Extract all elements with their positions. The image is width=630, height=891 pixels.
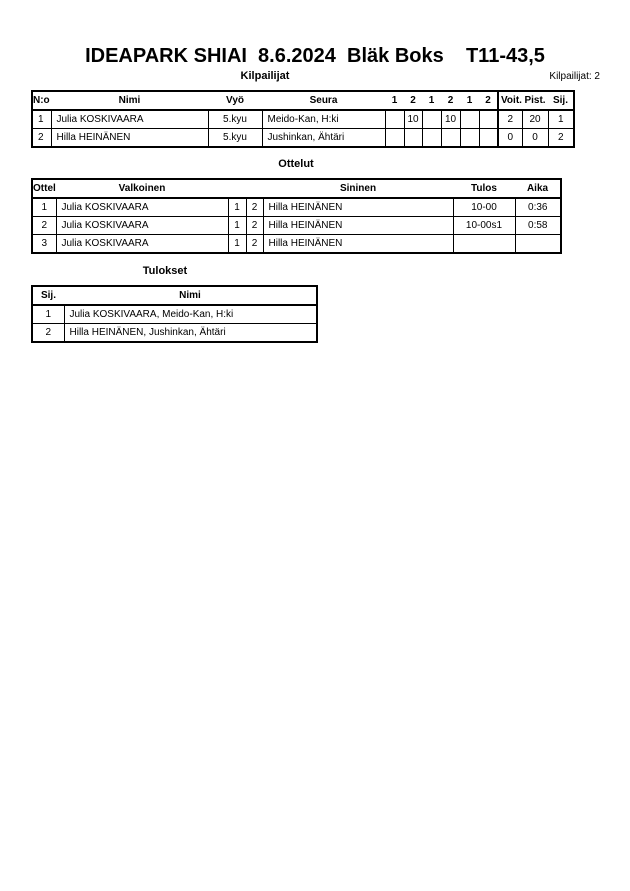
matches-column-header: Sininen xyxy=(263,179,453,199)
table-row: 1 Julia KOSKIVAARA, Meido-Kan, H:ki xyxy=(31,304,318,324)
matches-cell: Hilla HEINÄNEN xyxy=(262,216,454,235)
competitors-cell xyxy=(459,109,480,129)
table-row: 2 Julia KOSKIVAARA 1 2 Hilla HEINÄNEN 10-00s1… xyxy=(31,216,562,235)
competitors-column-header: Voit. xyxy=(497,91,522,111)
competitors-cell: Meido-Kan, H:ki xyxy=(261,109,386,129)
table-row: 1 Julia KOSKIVAARA 1 2 Hilla HEINÄNEN 10-00 0:… xyxy=(31,197,562,217)
competitors-cell: 0 xyxy=(497,128,523,148)
matches-cell: 1 xyxy=(31,197,57,217)
matches-column-header: Ottelu xyxy=(32,179,56,199)
competitors-cell: 10 xyxy=(440,109,461,129)
matches-cell: 1 xyxy=(227,216,247,235)
competitors-cell: 10 xyxy=(403,109,423,129)
matches-table: OtteluValkoinenSininenTulosAika1Julia KO… xyxy=(31,178,562,254)
table-row: 1 Julia KOSKIVAARA 5.kyu Meido-Kan, H:ki 10 1… xyxy=(31,109,575,129)
matches-column-header: Aika xyxy=(515,179,561,199)
matches-cell: 3 xyxy=(31,234,57,254)
competitors-column-header: 2 xyxy=(404,91,422,111)
competitors-cell xyxy=(384,128,405,148)
table-row: 2 Hilla HEINÄNEN, Jushinkan, Ähtäri xyxy=(31,323,318,343)
competitor-count: Kilpailijat: 2 xyxy=(549,71,600,82)
competitors-cell: Jushinkan, Ähtäri xyxy=(261,128,386,148)
matches-cell: 2 xyxy=(31,216,57,235)
table-row: 2 Hilla HEINÄNEN 5.kyu Jushinkan, Ähtäri 0 0 2 xyxy=(31,128,575,148)
competitors-cell xyxy=(478,128,499,148)
competitors-cell xyxy=(384,109,405,129)
matches-column-header xyxy=(228,179,246,199)
matches-cell xyxy=(452,234,516,254)
page-title: IDEAPARK SHIAI 8.6.2024 Bläk Boks T11-43… xyxy=(85,45,545,67)
competitors-column-header: Seura xyxy=(262,91,385,111)
matches-cell: 1 xyxy=(227,234,247,254)
results-cell: 2 xyxy=(31,323,65,343)
matches-cell: 2 xyxy=(245,234,264,254)
matches-cell: 10-00 xyxy=(452,197,516,217)
matches-cell: 0:58 xyxy=(514,216,562,235)
matches-cell: Julia KOSKIVAARA xyxy=(55,234,229,254)
competitors-column-header: N:o xyxy=(32,91,51,111)
matches-cell: Julia KOSKIVAARA xyxy=(55,197,229,217)
competitors-cell xyxy=(421,109,442,129)
competitors-cell: 1 xyxy=(31,109,52,129)
competitors-cell: 5.kyu xyxy=(207,109,263,129)
competitors-column-header: 2 xyxy=(479,91,498,111)
matches-cell xyxy=(514,234,562,254)
competitors-column-header: Sij. xyxy=(548,91,574,111)
matches-cell: Hilla HEINÄNEN xyxy=(262,234,454,254)
competitors-column-header: 1 xyxy=(460,91,479,111)
table-row: 3 Julia KOSKIVAARA 1 2 Hilla HEINÄNEN xyxy=(31,234,562,254)
results-cell: 1 xyxy=(31,304,65,324)
competitors-cell: 5.kyu xyxy=(207,128,263,148)
competitors-table: N:o Nimi Vyö Seura 1 2 1 2 1 2 Voit. Pist. Sij. 1 Juli… xyxy=(31,90,575,148)
competitors-column-header: 2 xyxy=(441,91,460,111)
results-column-header: Sij. xyxy=(32,286,64,306)
competitors-cell: 2 xyxy=(497,109,523,129)
competitors-heading: Kilpailijat xyxy=(240,70,290,82)
competitors-cell xyxy=(440,128,461,148)
competitors-cell: 20 xyxy=(521,109,549,129)
results-table: Sij. Nimi 1 Julia KOSKIVAARA, Meido-Kan, H:… xyxy=(31,285,318,343)
matches-column-header: Tulos xyxy=(453,179,515,199)
competitors-cell: 1 xyxy=(547,109,575,129)
competitors-cell xyxy=(478,109,499,129)
competitors-cell: 0 xyxy=(521,128,549,148)
competitors-column-header: Vyö xyxy=(208,91,262,111)
results-column-header: Nimi xyxy=(64,286,317,306)
matches-cell: 2 xyxy=(245,216,264,235)
competitors-header-row: N:o Nimi Vyö Seura 1 2 1 2 1 2 Voit. Pist. Sij. xyxy=(32,91,574,111)
matches-column-header xyxy=(246,179,263,199)
results-cell: Julia KOSKIVAARA, Meido-Kan, H:ki xyxy=(63,304,318,324)
competitors-cell xyxy=(403,128,423,148)
matches-cell: 10-00s1 xyxy=(452,216,516,235)
results-cell: Hilla HEINÄNEN, Jushinkan, Ähtäri xyxy=(63,323,318,343)
results-heading: Tulokset xyxy=(142,265,188,277)
competitors-column-header: Nimi xyxy=(51,91,208,111)
matches-cell: 0:36 xyxy=(514,197,562,217)
matches-column-header: Valkoinen xyxy=(56,179,228,199)
competitors-column-header: 1 xyxy=(385,91,404,111)
competitors-cell: 2 xyxy=(31,128,52,148)
matches-cell: 1 xyxy=(227,197,247,217)
competitors-cell: Hilla HEINÄNEN xyxy=(50,128,209,148)
competitors-column-header: Pist. xyxy=(522,91,548,111)
matches-cell: Hilla HEINÄNEN xyxy=(262,197,454,217)
competitors-cell: 2 xyxy=(547,128,575,148)
competitors-cell: Julia KOSKIVAARA xyxy=(50,109,209,129)
competitors-cell xyxy=(421,128,442,148)
competitors-column-header: 1 xyxy=(422,91,441,111)
matches-heading: Ottelut xyxy=(278,158,314,170)
matches-cell: Julia KOSKIVAARA xyxy=(55,216,229,235)
matches-cell: 2 xyxy=(245,197,264,217)
competitors-cell xyxy=(459,128,480,148)
results-header-row: Sij. Nimi xyxy=(32,286,317,306)
